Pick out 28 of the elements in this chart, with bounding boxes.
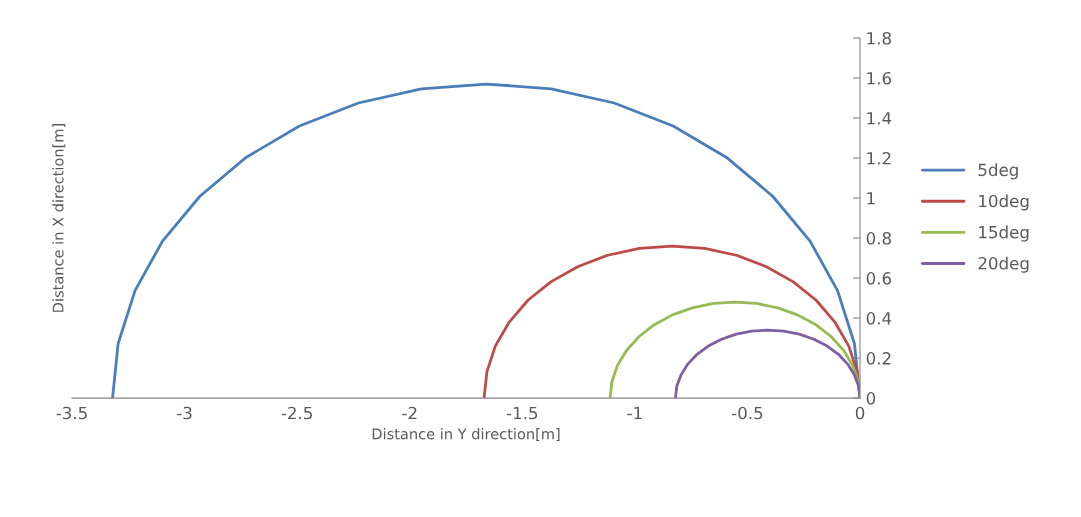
x-tick-label: -1.5 [506,406,538,420]
x-tick-label: 0 [855,406,865,420]
x-tick-label: -1 [627,406,642,420]
y-axis-title: Distance in X direction[m] [52,124,66,312]
x-tick-label: -2 [402,406,417,420]
y-tick-label: 0.4 [866,312,892,325]
x-tick-label: -2.5 [281,406,312,420]
x-tick-label: -3 [177,406,192,420]
y-tick-label: 1.8 [867,31,891,45]
y-tick-label: 1.6 [867,71,892,85]
line-series [111,82,861,399]
legend-label: 20deg [978,256,1029,273]
legend-label: 5deg [978,163,1018,180]
line-series [608,300,861,399]
legend-label: 10deg [979,194,1029,211]
y-tick-label: 0.2 [866,352,891,365]
y-tick-label: 0.8 [866,232,891,245]
y-tick-label: 0.6 [866,272,892,285]
line-series [482,244,861,399]
y-tick-label: 0 [866,392,876,405]
x-tick-label: -0.5 [732,406,763,420]
y-tick-label: 1.4 [867,112,892,125]
y-tick-label: 1.2 [867,151,891,165]
y-tick-label: 1 [867,192,875,205]
legend-label: 15deg [979,225,1029,242]
line-series [674,328,861,399]
x-tick-label: -3.5 [56,406,87,420]
x-axis-title: Distance in Y direction[m] [372,428,560,442]
